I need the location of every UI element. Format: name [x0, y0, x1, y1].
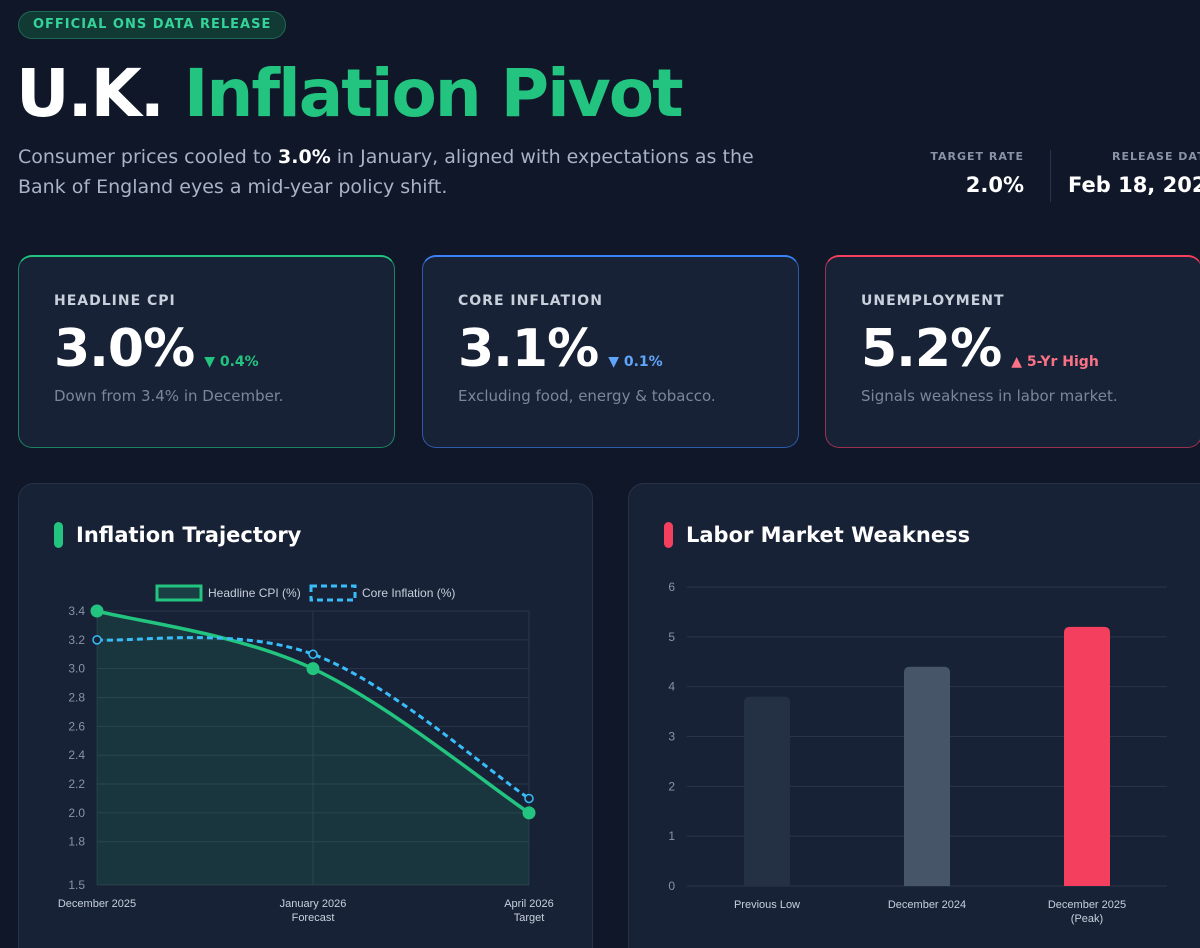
core-inflation-point	[92, 635, 102, 645]
down-arrow-icon: ▼	[204, 354, 215, 370]
y-tick-label: 2.2	[68, 777, 85, 791]
x-tick-label: December 2025	[58, 898, 136, 910]
stat-value: 3.1%	[458, 319, 599, 379]
labor-bar-chart: 0 1 2 3 4 5 6 Previous Low December 2024 December…	[668, 580, 1167, 925]
panel-title: Inflation Trajectory	[54, 522, 301, 548]
stat-delta: ▲ 5-Yr High	[1011, 354, 1099, 370]
y-tick-label: 4	[668, 680, 675, 694]
y-tick-label: 2.4	[68, 748, 85, 762]
headline-cpi-point	[522, 806, 536, 820]
y-tick-label: 3.0	[68, 662, 85, 676]
stat-note: Signals weakness in labor market.	[861, 387, 1118, 405]
title-part-pivot: Inflation Pivot	[183, 55, 684, 132]
y-tick-label: 3	[668, 730, 675, 744]
y-tick-label: 2.6	[68, 719, 85, 733]
y-tick-label: 2	[668, 779, 675, 793]
x-tick-label: Forecast	[292, 912, 335, 924]
legend-swatch-headline	[155, 584, 203, 602]
red-pill-icon	[664, 522, 673, 548]
core-inflation-point	[524, 793, 534, 804]
stat-delta-text: 5-Yr High	[1026, 354, 1099, 370]
x-tick-label: Previous Low	[734, 899, 800, 911]
y-tick-label: 6	[668, 580, 675, 594]
target-rate: TARGET RATE 2.0%	[930, 150, 1024, 197]
stat-value: 5.2%	[861, 319, 1002, 379]
y-tick-label: 1.5	[68, 878, 85, 892]
y-tick-label: 2.8	[68, 691, 85, 705]
x-tick-label: December 2025	[1048, 899, 1126, 911]
bar	[1064, 626, 1110, 886]
y-tick-label: 1.8	[68, 835, 85, 849]
x-tick-label: April 2026	[504, 898, 554, 910]
core-inflation-point	[308, 649, 318, 660]
y-tick-label: 0	[668, 879, 675, 893]
stat-delta-text: 0.1%	[623, 354, 663, 370]
headline-cpi-point	[306, 662, 320, 676]
stat-card-unemployment: UNEMPLOYMENT 5.2% ▲ 5-Yr High Signals we…	[825, 255, 1200, 448]
inflation-trajectory-panel: Inflation Trajectory 1.5 1.8 2.0 2.2 2.4 2.6 2…	[18, 483, 593, 948]
y-tick-label: 5	[668, 630, 675, 644]
bar	[904, 666, 950, 886]
stat-delta: ▼ 0.1%	[608, 354, 662, 370]
release-date-label: RELEASE DATE	[1112, 150, 1200, 163]
headline-cpi-area	[97, 611, 529, 885]
stat-card-headline-cpi: HEADLINE CPI 3.0% ▼ 0.4% Down from 3.4% …	[18, 255, 395, 448]
panel-title: Labor Market Weakness	[664, 522, 970, 548]
down-arrow-icon: ▼	[608, 354, 619, 370]
stat-note: Excluding food, energy & tobacco.	[458, 387, 716, 405]
y-tick-label: 3.4	[68, 604, 85, 618]
target-rate-value: 2.0%	[965, 173, 1024, 197]
y-tick-label: 2.0	[68, 806, 85, 820]
release-badge: OFFICIAL ONS DATA RELEASE	[18, 11, 287, 39]
legend-label-headline: Headline CPI (%)	[208, 586, 301, 600]
stat-label: UNEMPLOYMENT	[861, 293, 1005, 309]
x-tick-label: January 2026	[280, 898, 347, 910]
stat-delta-text: 0.4%	[219, 354, 259, 370]
stat-card-core-inflation: CORE INFLATION 3.1% ▼ 0.1% Excluding foo…	[422, 255, 799, 448]
subtitle-highlight: 3.0%	[278, 146, 331, 168]
x-tick-label: December 2024	[888, 899, 966, 911]
target-rate-label: TARGET RATE	[930, 150, 1024, 163]
bar	[744, 696, 790, 886]
release-date: RELEASE DATE Feb 18, 2026	[1068, 150, 1200, 197]
subtitle-pre: Consumer prices cooled to	[18, 146, 279, 168]
release-date-value: Feb 18, 2026	[1068, 173, 1200, 197]
x-tick-label: Target	[514, 912, 545, 924]
stat-delta: ▼ 0.4%	[204, 354, 258, 370]
title-part-uk: U.K.	[16, 55, 165, 132]
x-tick-label: (Peak)	[1071, 913, 1103, 925]
page-title: U.K. Inflation Pivot	[16, 52, 684, 136]
stat-value: 3.0%	[54, 319, 195, 379]
y-tick-label: 1	[668, 829, 675, 843]
stat-label: HEADLINE CPI	[54, 293, 176, 309]
meta-divider	[1050, 150, 1051, 202]
stat-note: Down from 3.4% in December.	[54, 387, 284, 405]
green-pill-icon	[54, 522, 63, 548]
headline-cpi-point	[90, 604, 104, 618]
legend-swatch-core	[309, 584, 357, 602]
page-subtitle: Consumer prices cooled to 3.0% in Januar…	[18, 142, 758, 202]
legend-label-core: Core Inflation (%)	[362, 586, 455, 600]
up-arrow-icon: ▲	[1011, 354, 1022, 370]
inflation-line-chart: 1.5 1.8 2.0 2.2 2.4 2.6 2.8 3.0 3.2 3.4 December 2…	[58, 584, 554, 924]
panel-title-text: Inflation Trajectory	[76, 523, 302, 547]
labor-market-panel: Labor Market Weakness 0 1 2 3 4 5 6 Previous Lo…	[628, 483, 1200, 948]
y-tick-label: 3.2	[68, 633, 85, 647]
stat-label: CORE INFLATION	[458, 293, 603, 309]
panel-title-text: Labor Market Weakness	[686, 523, 971, 547]
subtitle-post: in January, aligned with expectations as…	[18, 146, 754, 198]
